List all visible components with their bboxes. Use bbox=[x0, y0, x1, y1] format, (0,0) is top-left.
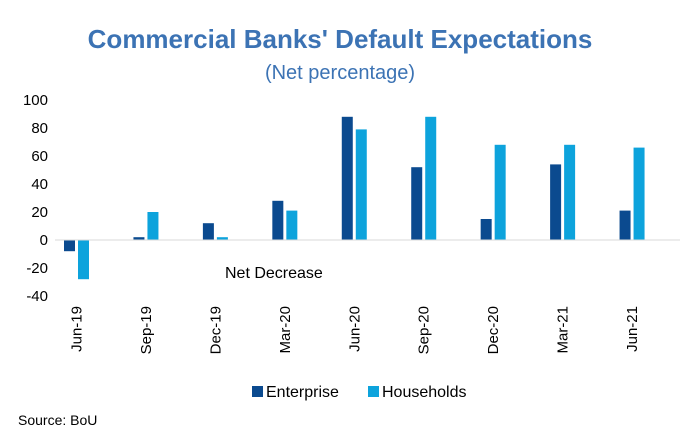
y-tick-label: 40 bbox=[31, 176, 48, 193]
legend-swatch-households bbox=[368, 386, 379, 397]
bar-households-jun-20 bbox=[355, 129, 367, 240]
bar-enterprise-dec-20 bbox=[480, 219, 492, 240]
legend-label-enterprise: Enterprise bbox=[266, 384, 339, 401]
chart-subtitle: (Net percentage) bbox=[264, 62, 416, 84]
y-tick-label: 60 bbox=[31, 148, 48, 165]
y-tick-label: 100 bbox=[23, 92, 48, 109]
bar-households-dec-20 bbox=[494, 144, 506, 240]
bar-households-mar-20 bbox=[286, 210, 298, 240]
x-axis: Jun-19 Sep-19 Dec-19 Mar-20 Jun-20 Sep-20 Dec-… bbox=[69, 306, 642, 354]
x-tick-label: Sep-19 bbox=[138, 306, 155, 354]
bar-enterprise-sep-19 bbox=[133, 237, 145, 240]
x-tick-label: Jun-20 bbox=[346, 306, 363, 352]
net-decrease-annotation: Net Decrease bbox=[225, 265, 323, 282]
x-tick-label: Dec-19 bbox=[207, 306, 224, 354]
bar-households-jun-19 bbox=[78, 240, 89, 280]
x-tick-label: Dec-20 bbox=[485, 306, 502, 354]
x-tick-label: Mar-20 bbox=[277, 306, 294, 354]
y-tick-label: -40 bbox=[26, 288, 48, 305]
legend: Enterprise Households bbox=[252, 384, 467, 401]
bar-households-mar-21 bbox=[564, 144, 576, 240]
bar-households-sep-19 bbox=[147, 212, 159, 240]
legend-label-households: Households bbox=[382, 384, 467, 401]
bar-enterprise-sep-20 bbox=[411, 167, 423, 240]
y-tick-label: 0 bbox=[40, 232, 48, 249]
bar-enterprise-jun-21 bbox=[619, 210, 631, 240]
x-tick-label: Jun-19 bbox=[69, 306, 86, 352]
x-tick-label: Jun-21 bbox=[624, 306, 641, 352]
y-tick-label: 80 bbox=[31, 120, 48, 137]
y-tick-label: 20 bbox=[31, 204, 48, 221]
bar-households-dec-19 bbox=[216, 237, 228, 240]
bars bbox=[64, 116, 645, 280]
bar-enterprise-jun-20 bbox=[341, 116, 353, 240]
bar-households-sep-20 bbox=[425, 116, 437, 240]
y-axis: -40 -20 0 20 40 60 80 100 bbox=[23, 92, 48, 305]
x-tick-label: Sep-20 bbox=[416, 306, 433, 354]
bar-enterprise-mar-21 bbox=[550, 164, 562, 240]
bar-households-jun-21 bbox=[633, 147, 645, 240]
bar-enterprise-mar-20 bbox=[272, 200, 284, 240]
legend-swatch-enterprise bbox=[252, 386, 263, 397]
chart-title: Commercial Banks' Default Expectations bbox=[87, 24, 593, 54]
x-tick-label: Mar-21 bbox=[555, 306, 572, 354]
y-tick-label: -20 bbox=[26, 260, 48, 277]
bar-enterprise-dec-19 bbox=[202, 223, 214, 240]
source-note: Source: BoU bbox=[18, 412, 98, 428]
bar-enterprise-jun-19 bbox=[64, 240, 75, 252]
